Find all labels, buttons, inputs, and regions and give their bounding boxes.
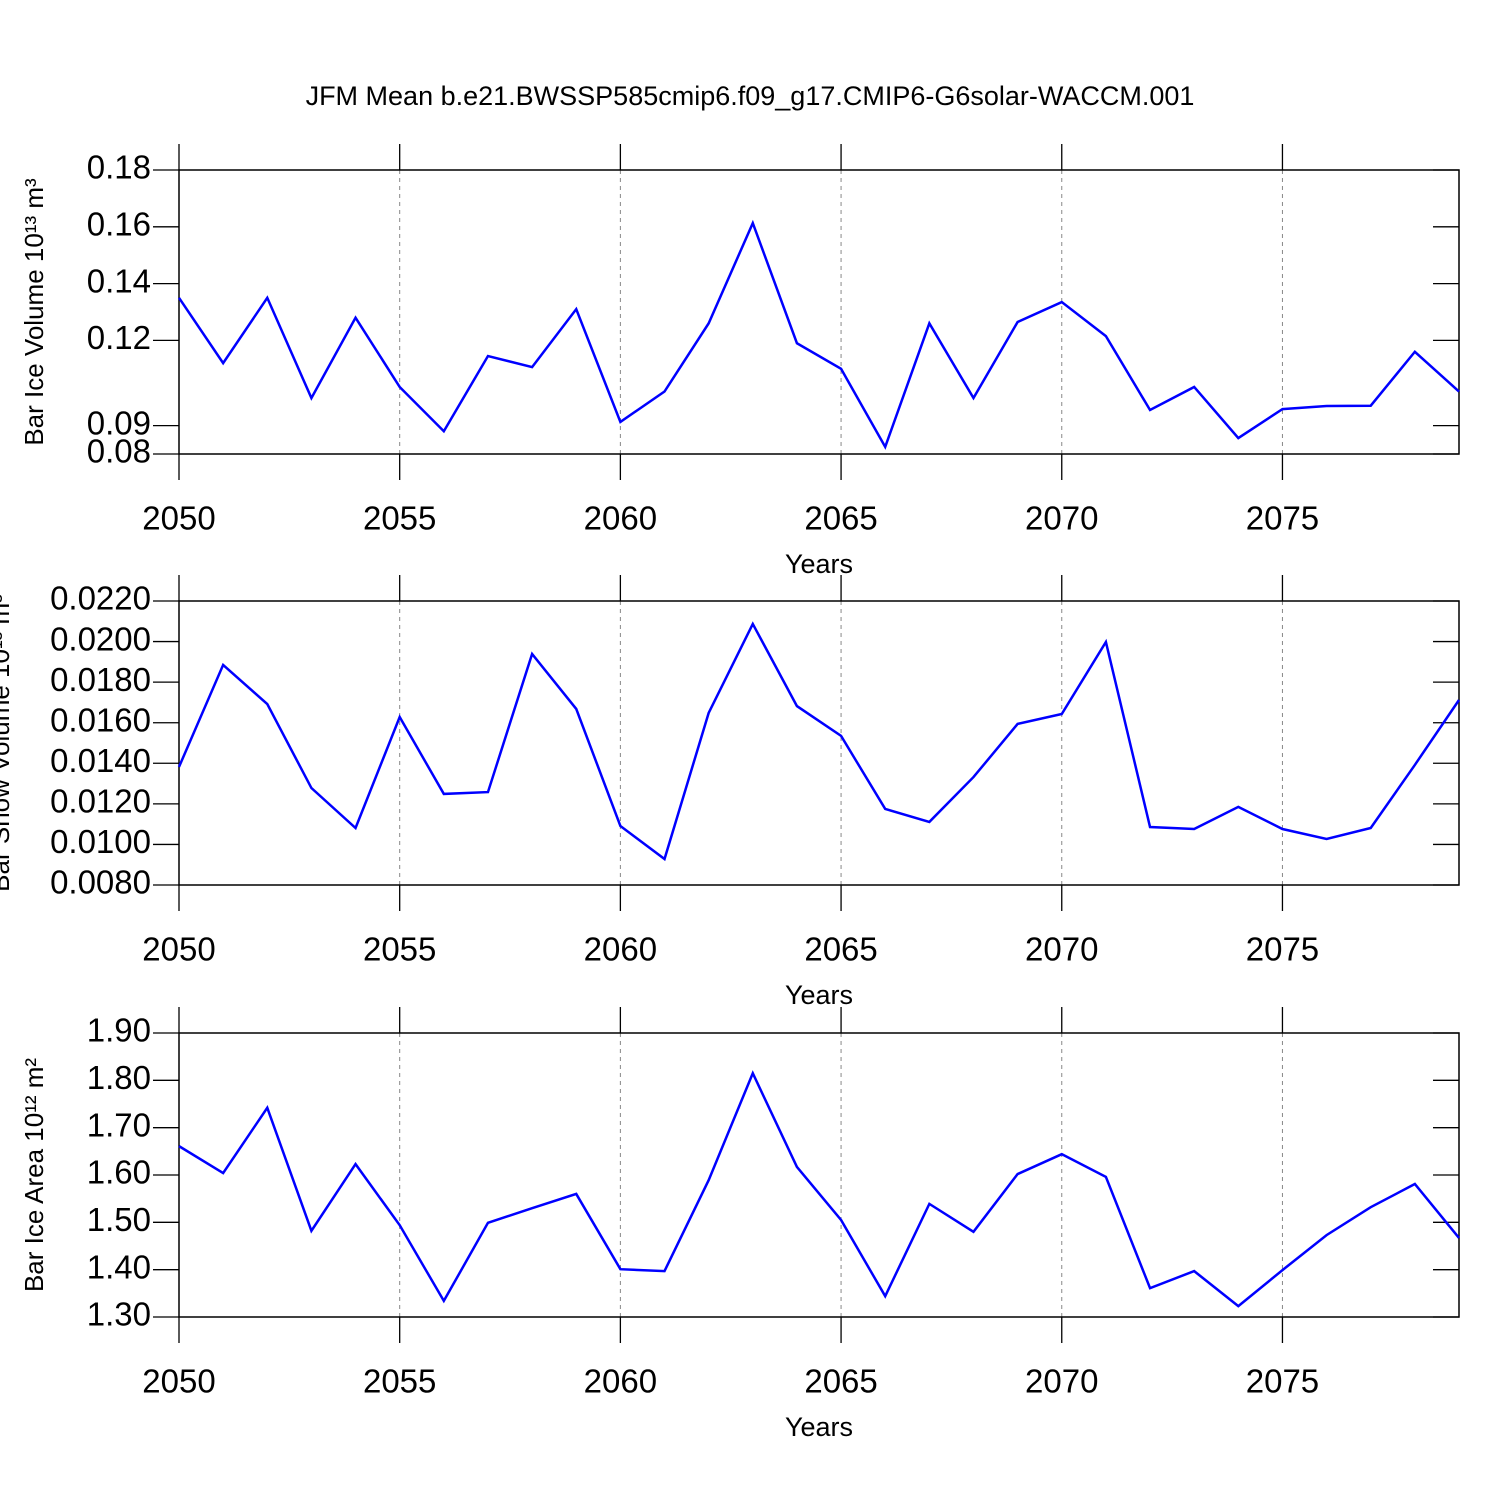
x-tick-label: 2055 <box>363 500 436 537</box>
x-tick-label: 2065 <box>804 500 877 537</box>
x-axis-label: Years <box>785 1412 853 1442</box>
y-tick-label: 0.0200 <box>50 620 151 657</box>
x-axis-label: Years <box>785 980 853 1010</box>
x-tick-label: 2050 <box>142 931 215 968</box>
x-tick-label: 2050 <box>142 500 215 537</box>
x-tick-label: 2050 <box>142 1363 215 1400</box>
data-line <box>177 621 1461 862</box>
x-tick-label: 2060 <box>584 1363 657 1400</box>
data-line <box>178 1070 1460 1308</box>
y-tick-label: 0.16 <box>87 206 151 243</box>
chart-title: JFM Mean b.e21.BWSSP585cmip6.f09_g17.CMI… <box>306 81 1195 111</box>
y-tick-label: 0.18 <box>87 149 151 186</box>
x-tick-label: 2065 <box>804 1363 877 1400</box>
x-tick-label: 2070 <box>1025 931 1098 968</box>
y-tick-label: 1.60 <box>87 1154 151 1191</box>
y-axis-label: Bar Ice Volume 10¹³ m³ <box>19 178 49 446</box>
y-tick-label: 0.12 <box>87 319 151 356</box>
y-tick-label: 0.0160 <box>50 701 151 738</box>
x-tick-label: 2075 <box>1246 1363 1319 1400</box>
y-tick-label: 0.0220 <box>50 580 151 617</box>
y-tick-label: 0.0100 <box>50 823 151 860</box>
y-tick-label: 0.09 <box>87 404 151 441</box>
plot-frame <box>178 1032 1460 1318</box>
y-tick-label: 1.70 <box>87 1106 151 1143</box>
y-tick-label: 0.0120 <box>50 783 151 820</box>
x-axis-label: Years <box>785 549 853 579</box>
plot-frame <box>178 169 1460 455</box>
y-tick-label: 1.50 <box>87 1201 151 1238</box>
x-tick-label: 2075 <box>1246 931 1319 968</box>
y-tick-label: 0.0180 <box>50 661 151 698</box>
x-tick-label: 2060 <box>584 500 657 537</box>
x-tick-label: 2070 <box>1025 1363 1098 1400</box>
y-tick-label: 1.90 <box>87 1012 151 1049</box>
x-tick-label: 2070 <box>1025 500 1098 537</box>
y-tick-label: 1.80 <box>87 1059 151 1096</box>
x-tick-label: 2065 <box>804 931 877 968</box>
x-tick-label: 2055 <box>363 1363 436 1400</box>
plot-frame <box>178 600 1460 886</box>
y-tick-label: 0.14 <box>87 262 151 299</box>
y-axis-label: Bar Snow Volume 10¹³ m³ <box>0 594 15 892</box>
y-axis-label: Bar Ice Area 10¹² m² <box>19 1058 49 1292</box>
y-tick-label: 0.08 <box>87 433 151 470</box>
y-tick-label: 0.0080 <box>50 864 151 901</box>
y-tick-label: 1.40 <box>87 1248 151 1285</box>
y-tick-label: 1.30 <box>87 1296 151 1333</box>
data-line <box>177 219 1460 450</box>
x-tick-label: 2060 <box>584 931 657 968</box>
y-tick-label: 0.0140 <box>50 742 151 779</box>
x-tick-label: 2055 <box>363 931 436 968</box>
x-tick-label: 2075 <box>1246 500 1319 537</box>
